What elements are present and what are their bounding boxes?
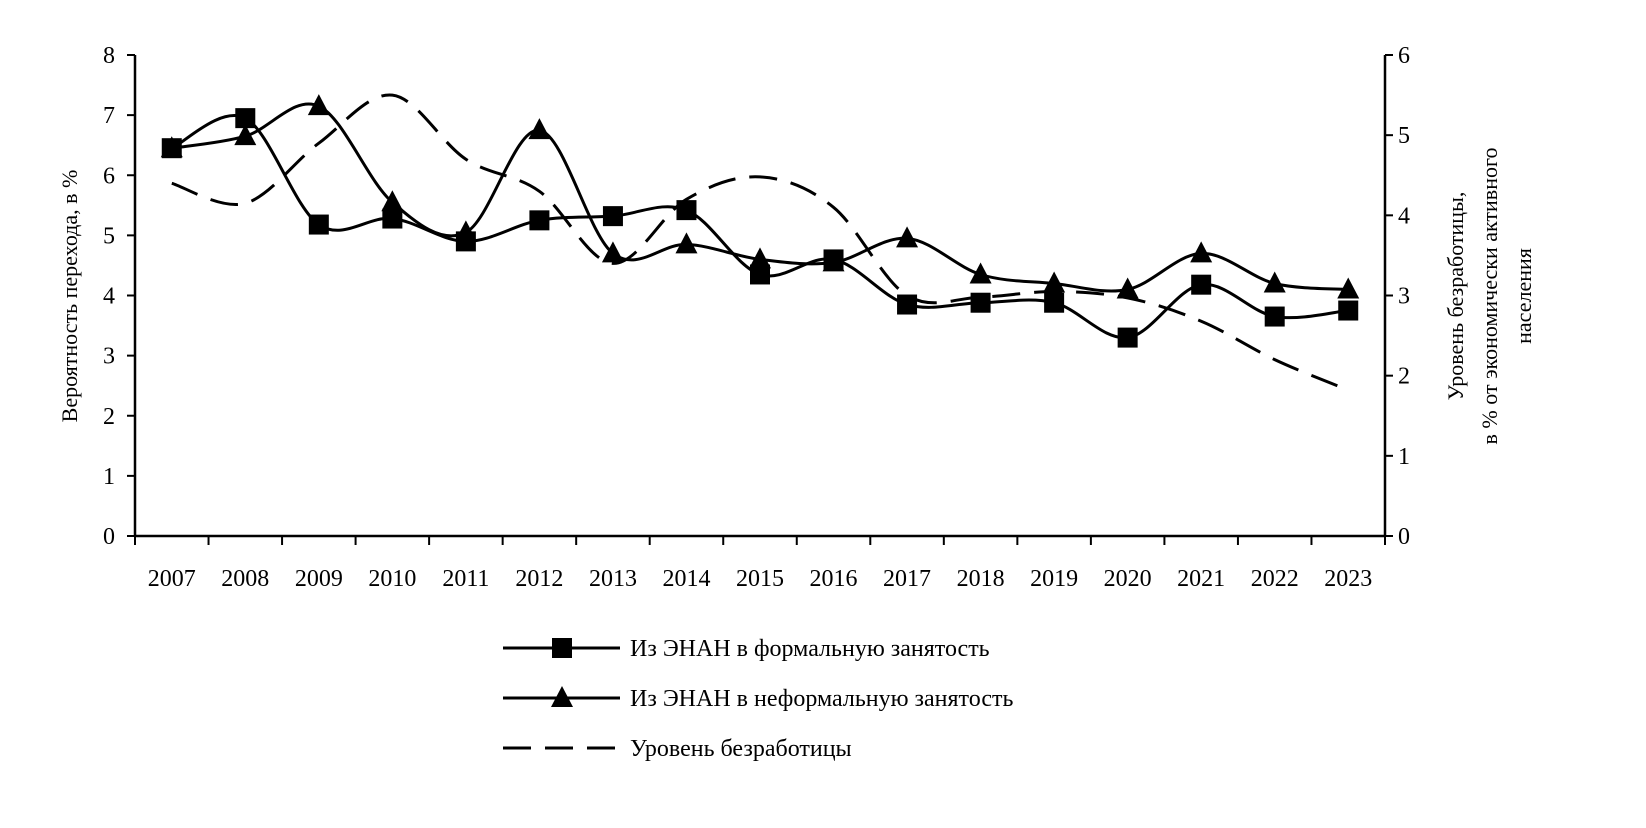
point-informal xyxy=(1116,277,1139,299)
legend: Из ЭНАН в формальную занятость Из ЭНАН в … xyxy=(503,636,1013,762)
point-informal xyxy=(749,247,771,269)
point-formal xyxy=(602,206,623,227)
left-tick-label: 4 xyxy=(103,284,115,310)
legend-label-formal: Из ЭНАН в формальную занятость xyxy=(630,636,990,662)
x-tick-label: 2013 xyxy=(589,566,637,592)
right-tick-label: 2 xyxy=(1398,364,1410,390)
point-formal xyxy=(970,292,991,313)
x-tick-label: 2010 xyxy=(368,566,416,592)
x-tick-label: 2020 xyxy=(1104,566,1152,592)
point-informal xyxy=(160,136,183,158)
x-tick-label: 2008 xyxy=(221,566,269,592)
point-formal xyxy=(382,208,403,229)
point-informal xyxy=(969,262,992,284)
x-tick-label: 2007 xyxy=(148,566,196,592)
point-formal xyxy=(1117,327,1138,348)
right-tick-label: 0 xyxy=(1398,524,1410,550)
point-formal xyxy=(1044,292,1065,313)
point-informal xyxy=(1263,271,1286,293)
left-tick-label: 3 xyxy=(103,344,115,370)
point-formal xyxy=(529,210,550,231)
point-informal xyxy=(307,94,330,116)
right-tick-label: 1 xyxy=(1398,444,1410,470)
point-formal xyxy=(308,214,329,235)
series-line-unemployment xyxy=(171,93,1349,392)
point-informal xyxy=(1337,277,1360,299)
right-axis-label-line: Уровень безработицы, xyxy=(1443,192,1468,401)
right-tick-label: 5 xyxy=(1398,123,1410,149)
x-tick-label: 2022 xyxy=(1251,566,1299,592)
right-axis-label: Уровень безработицы, в % от экономически … xyxy=(1443,148,1536,445)
x-tick-label: 2014 xyxy=(662,566,710,592)
x-tick-label: 2021 xyxy=(1177,566,1225,592)
series-line-informal xyxy=(171,102,1349,293)
x-tick-label: 2018 xyxy=(957,566,1005,592)
legend-marker-formal xyxy=(552,638,572,658)
point-formal xyxy=(235,108,256,129)
legend-label-informal: Из ЭНАН в неформальную занятость xyxy=(630,686,1013,712)
left-tick-label: 2 xyxy=(103,404,115,430)
left-axis: 0 1 2 3 4 5 6 7 8 xyxy=(103,43,137,550)
point-informal xyxy=(528,118,551,140)
left-tick-label: 1 xyxy=(103,464,115,490)
point-informal xyxy=(234,124,257,146)
point-informal xyxy=(1190,241,1213,263)
x-tick-label: 2012 xyxy=(515,566,563,592)
legend-label-unemployment: Уровень безработицы xyxy=(630,736,852,762)
x-tick-label: 2011 xyxy=(442,566,489,592)
right-tick-label: 4 xyxy=(1398,203,1410,229)
left-tick-label: 8 xyxy=(103,43,115,69)
point-formal xyxy=(1191,274,1212,295)
point-informal xyxy=(822,250,845,272)
right-axis-label-line: населения xyxy=(1511,248,1536,344)
x-tick-label: 2023 xyxy=(1324,566,1372,592)
right-axis-label-line: в % от экономически активного xyxy=(1477,148,1502,445)
point-formal xyxy=(1264,306,1285,327)
left-tick-label: 7 xyxy=(103,103,115,129)
right-axis: 0 1 2 3 4 5 6 xyxy=(1383,43,1410,550)
point-informal xyxy=(675,232,698,254)
point-informal xyxy=(381,190,404,212)
series-lines xyxy=(160,93,1360,392)
x-axis: 2007 2008 2009 2010 2011 2012 2013 2014 2015 2016… xyxy=(134,534,1386,592)
left-tick-label: 5 xyxy=(103,223,115,249)
series-line-formal xyxy=(171,114,1349,340)
x-tick-label: 2015 xyxy=(736,566,784,592)
left-tick-label: 0 xyxy=(103,524,115,550)
left-tick-label: 6 xyxy=(103,163,115,189)
right-tick-label: 3 xyxy=(1398,284,1410,310)
point-informal xyxy=(1043,271,1066,293)
point-informal xyxy=(601,241,624,263)
point-formal xyxy=(1338,300,1359,321)
point-formal xyxy=(676,200,697,221)
point-informal xyxy=(896,226,919,248)
x-tick-label: 2009 xyxy=(295,566,343,592)
legend-marker-informal xyxy=(551,686,573,707)
point-formal xyxy=(750,264,770,285)
point-informal xyxy=(454,220,477,242)
point-formal xyxy=(897,294,918,315)
x-tick-label: 2019 xyxy=(1030,566,1078,592)
x-tick-label: 2016 xyxy=(810,566,858,592)
x-tick-label: 2017 xyxy=(883,566,931,592)
left-axis-label: Вероятность перехода, в % xyxy=(57,170,82,423)
right-tick-label: 6 xyxy=(1398,43,1410,69)
